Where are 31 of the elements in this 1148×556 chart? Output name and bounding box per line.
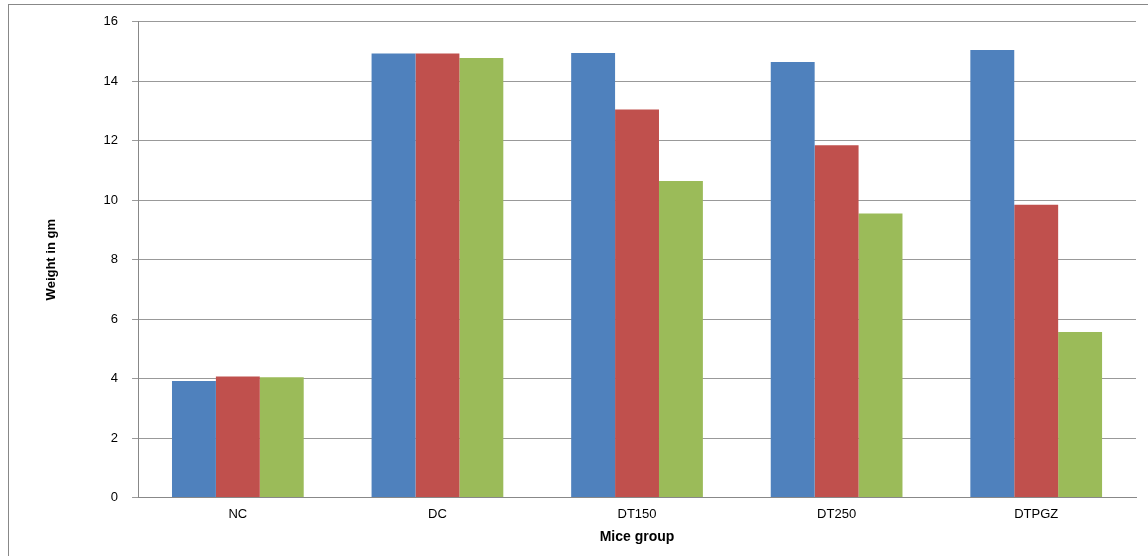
y-tick-label: 14 (103, 72, 119, 88)
y-tick-label: 2 (110, 429, 119, 445)
bar (615, 109, 659, 498)
x-tick-label: DC (428, 505, 447, 521)
x-tick-label: DTPGZ (1014, 505, 1059, 521)
bar (970, 50, 1015, 498)
bar (171, 381, 216, 498)
y-axis-title: Weight in gm (43, 219, 59, 301)
y-tick-label: 10 (103, 191, 119, 207)
x-tick-label: NC (228, 505, 248, 521)
y-tick-label: 6 (110, 310, 119, 326)
bar (371, 53, 416, 498)
y-tick-label: 16 (103, 13, 119, 29)
bar (1058, 331, 1103, 498)
y-tick-label: 12 (103, 132, 119, 148)
bar (1014, 204, 1059, 498)
x-axis-title: Mice group (599, 528, 675, 545)
bar (858, 213, 903, 498)
x-tick-label: DT250 (817, 505, 857, 521)
bar (259, 377, 304, 498)
bar (814, 145, 859, 498)
bar (215, 376, 260, 498)
y-tick-label: 8 (110, 251, 119, 267)
bar (459, 58, 504, 498)
bar (770, 61, 815, 498)
bar (571, 53, 616, 498)
bar (658, 180, 703, 498)
x-tick-label: DT150 (617, 505, 657, 521)
y-tick-label: 0 (110, 489, 119, 505)
y-tick-label: 4 (110, 370, 119, 386)
bar (415, 53, 460, 498)
